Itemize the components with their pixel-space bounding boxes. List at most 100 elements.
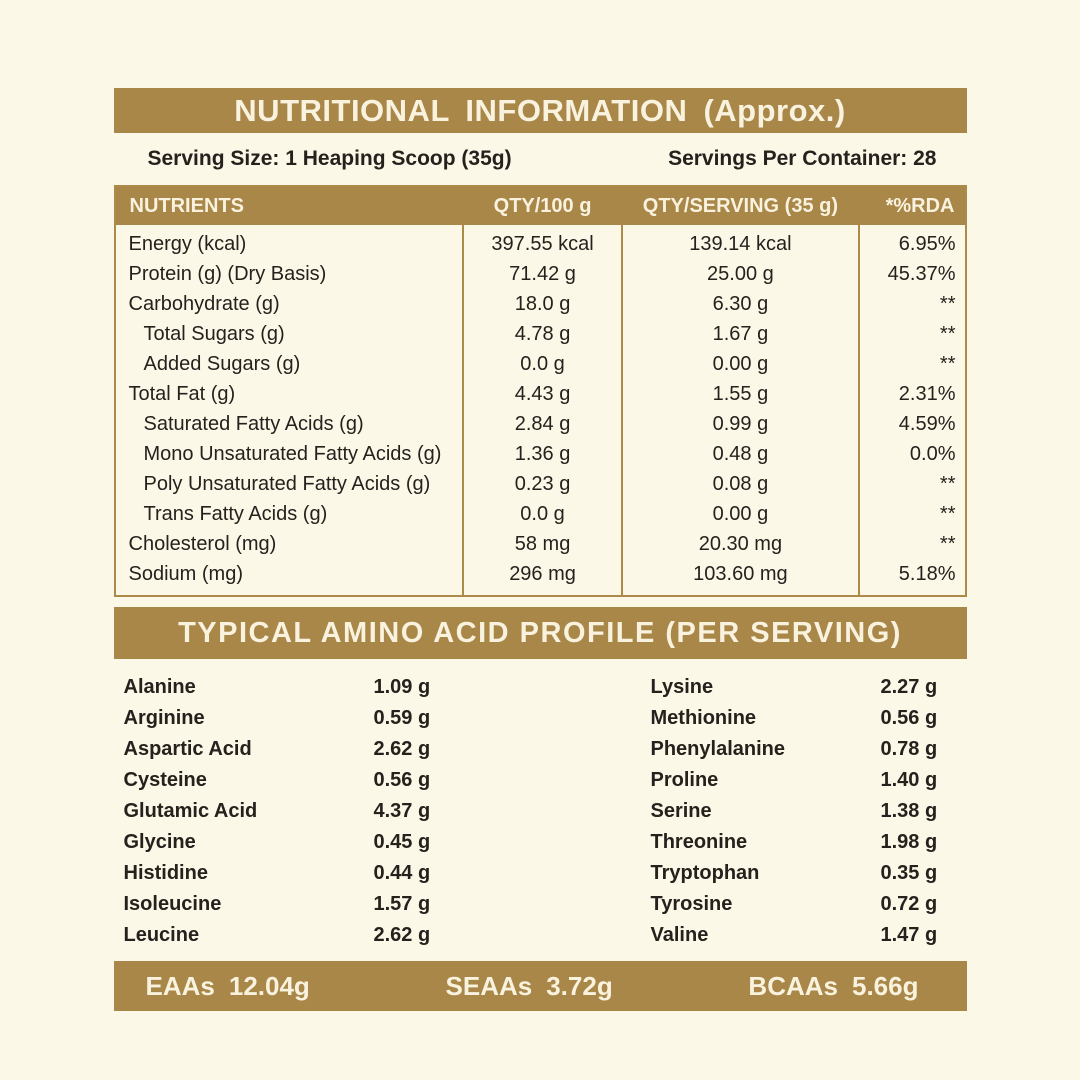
amino-value: 0.56 g [880, 707, 938, 729]
nutrient-row: Protein (g) (Dry Basis) 71.42 g 25.00 g … [115, 259, 966, 289]
nutrient-row: Trans Fatty Acids (g) 0.0 g 0.00 g ** [115, 499, 966, 529]
nutrient-row: Energy (kcal) 397.55 kcal 139.14 kcal 6.… [115, 225, 966, 259]
amino-value: 2.62 g [373, 924, 431, 946]
serving-size: Serving Size: 1 Heaping Scoop (35g) [147, 147, 512, 170]
amino-name: Lysine [650, 676, 714, 698]
nutrient-row: Saturated Fatty Acids (g) 2.84 g 0.99 g … [115, 409, 966, 439]
nutrient-name: Added Sugars (g) [143, 352, 301, 375]
amino-summary-bar: EAAs 12.04g SEAAs 3.72g BCAAs 5.66g [113, 961, 967, 1011]
qty-per-serving: 103.60 mg [620, 559, 860, 596]
qty-per-serving: 139.14 kcal [620, 225, 860, 259]
servings-per-container: Servings Per Container: 28 [668, 147, 937, 170]
bcaas-label: BCAAs [748, 970, 838, 1001]
qty-per-100g: 4.43 g [462, 379, 622, 409]
qty-per-100g: 71.42 g [462, 259, 622, 289]
amino-value: 1.38 g [880, 800, 938, 822]
serving-info-row: Serving Size: 1 Heaping Scoop (35g) Serv… [114, 133, 967, 185]
nutrient-name: Poly Unsaturated Fatty Acids (g) [143, 472, 431, 495]
summary-item-seaas: SEAAs 3.72g [446, 971, 613, 1002]
amino-name: Tryptophan [650, 862, 760, 884]
amino-name: Tyrosine [650, 893, 733, 915]
amino-value: 1.09 g [373, 676, 431, 698]
header-nutrients: NUTRIENTS [114, 186, 464, 225]
nutrition-title-bar: NUTRITIONAL INFORMATION (Approx.) [113, 88, 967, 133]
qty-per-serving: 25.00 g [620, 259, 860, 289]
amino-value: 1.57 g [373, 893, 431, 915]
header-qty-serving: QTY/SERVING (35 g) [621, 186, 860, 225]
rda-percent: 45.37% [858, 259, 966, 289]
amino-name: Aspartic Acid [123, 738, 252, 760]
nutrient-name: Carbohydrate (g) [128, 292, 280, 315]
nutrient-name: Trans Fatty Acids (g) [143, 502, 328, 525]
qty-per-serving: 6.30 g [620, 289, 860, 319]
amino-name: Histidine [123, 862, 208, 884]
rda-percent: ** [858, 349, 966, 379]
qty-per-100g: 4.78 g [462, 319, 622, 349]
nutrient-name: Saturated Fatty Acids (g) [143, 412, 364, 435]
amino-name: Threonine [650, 831, 748, 853]
qty-per-100g: 397.55 kcal [462, 225, 622, 259]
nutrient-row: Mono Unsaturated Fatty Acids (g) 1.36 g … [115, 439, 966, 469]
page-title: NUTRITIONAL INFORMATION (Approx.) [234, 93, 846, 128]
amino-value: 1.98 g [880, 831, 938, 853]
nutrient-name: Total Fat (g) [128, 382, 236, 405]
qty-per-serving: 0.00 g [620, 349, 860, 379]
amino-name: Phenylalanine [650, 738, 786, 760]
qty-per-100g: 0.0 g [462, 499, 622, 529]
eaas-value: 12.04g [228, 970, 310, 1001]
nutrient-name: Cholesterol (mg) [128, 532, 277, 555]
amino-name: Cysteine [123, 769, 207, 791]
nutrient-row: Sodium (mg) 296 mg 103.60 mg 5.18% [115, 559, 966, 596]
qty-per-100g: 1.36 g [462, 439, 622, 469]
amino-value: 2.27 g [880, 676, 938, 698]
rda-percent: 0.0% [858, 439, 966, 469]
amino-profile-title: TYPICAL AMINO ACID PROFILE (PER SERVING) [178, 617, 902, 649]
nutrients-table: NUTRIENTS QTY/100 g QTY/SERVING (35 g) *… [113, 185, 967, 597]
amino-value: 2.62 g [373, 738, 431, 760]
qty-per-serving: 0.99 g [620, 409, 860, 439]
rda-percent: 5.18% [858, 559, 966, 596]
nutrient-row: Carbohydrate (g) 18.0 g 6.30 g ** [115, 289, 966, 319]
amino-value: 0.45 g [373, 831, 431, 853]
amino-value: 0.56 g [373, 769, 431, 791]
nutrient-name: Energy (kcal) [128, 232, 247, 255]
amino-name: Glutamic Acid [123, 800, 258, 822]
amino-name: Leucine [123, 924, 200, 946]
qty-per-100g: 296 mg [462, 559, 622, 596]
amino-name: Valine [650, 924, 709, 946]
nutrient-row: Cholesterol (mg) 58 mg 20.30 mg ** [115, 529, 966, 559]
seaas-label: SEAAs [445, 970, 533, 1001]
amino-value: 4.37 g [373, 800, 431, 822]
qty-per-serving: 1.67 g [620, 319, 860, 349]
table-header-row: NUTRIENTS QTY/100 g QTY/SERVING (35 g) *… [114, 186, 966, 225]
amino-name: Serine [650, 800, 712, 822]
rda-percent: 4.59% [858, 409, 966, 439]
qty-per-100g: 18.0 g [462, 289, 622, 319]
amino-value: 0.44 g [373, 862, 431, 884]
nutrient-row: Added Sugars (g) 0.0 g 0.00 g ** [115, 349, 966, 379]
amino-value: 0.72 g [880, 893, 938, 915]
amino-acid-grid: Alanine 1.09 g Lysine 2.27 g Arginine 0.… [114, 659, 967, 961]
amino-name: Isoleucine [123, 893, 222, 915]
rda-percent: 2.31% [858, 379, 966, 409]
header-qty-100g: QTY/100 g [463, 186, 622, 225]
qty-per-serving: 0.08 g [620, 469, 860, 499]
amino-name: Alanine [123, 676, 196, 698]
nutrient-row: Total Sugars (g) 4.78 g 1.67 g ** [115, 319, 966, 349]
rda-percent: ** [858, 289, 966, 319]
rda-percent: 6.95% [858, 225, 966, 259]
eaas-label: EAAs [145, 970, 215, 1001]
rda-percent: ** [858, 529, 966, 559]
amino-name: Proline [650, 769, 719, 791]
nutrient-name: Mono Unsaturated Fatty Acids (g) [143, 442, 442, 465]
qty-per-serving: 0.48 g [620, 439, 860, 469]
amino-name: Glycine [123, 831, 196, 853]
amino-profile-title-bar: TYPICAL AMINO ACID PROFILE (PER SERVING) [113, 607, 967, 659]
qty-per-100g: 58 mg [462, 529, 622, 559]
bcaas-value: 5.66g [852, 970, 919, 1001]
qty-per-100g: 2.84 g [462, 409, 622, 439]
nutrient-name: Protein (g) (Dry Basis) [128, 262, 327, 285]
nutrient-name: Total Sugars (g) [143, 322, 285, 345]
amino-value: 0.78 g [880, 738, 938, 760]
amino-value: 0.35 g [880, 862, 938, 884]
